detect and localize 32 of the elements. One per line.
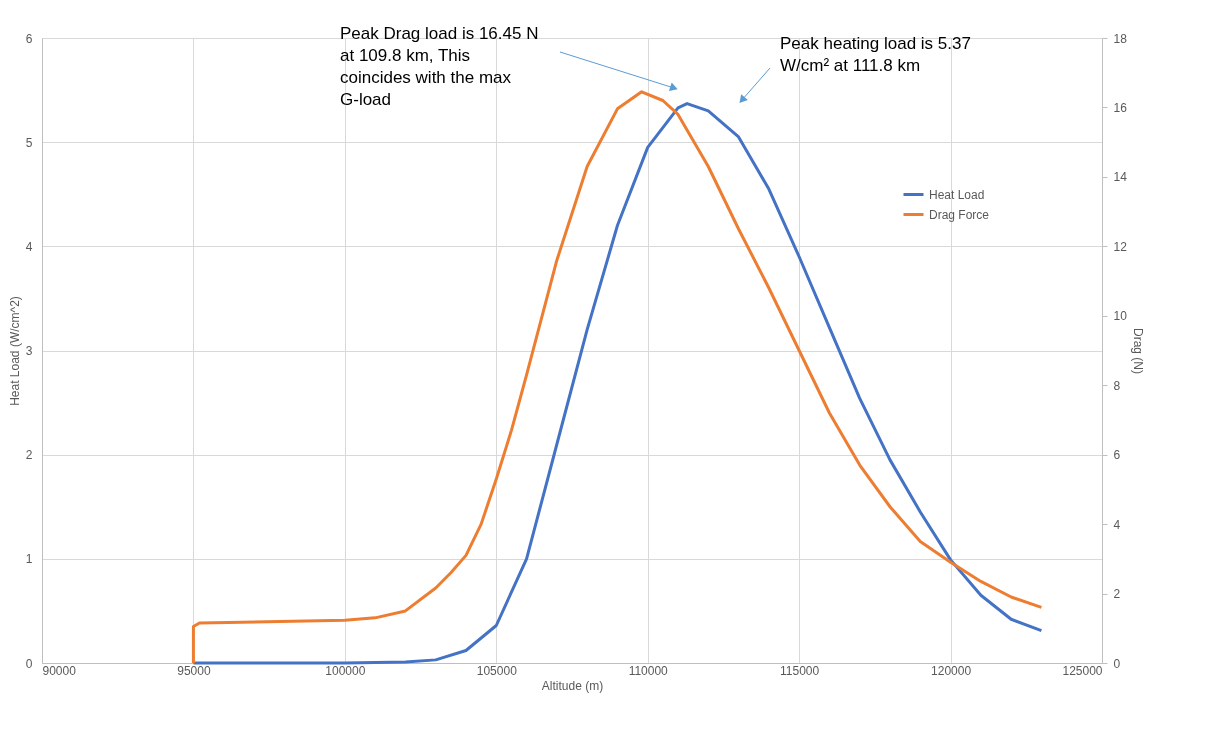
annotation: Peak Drag load is 16.45 N at 109.8 km, This coincides with the max G-load: [340, 24, 539, 109]
annotation: Peak heating load is 5.37 W/cm² at 111.8 km: [780, 34, 971, 75]
x-tick-label: 100000: [325, 663, 366, 678]
y2-tick-label: 10: [1113, 309, 1128, 324]
y2-tick-label: 4: [1113, 517, 1121, 532]
legend-label: Heat Load: [929, 187, 985, 202]
x-tick-label: 90000: [42, 663, 77, 678]
y-tick-label: 2: [25, 448, 33, 463]
y2-axis-title: Drag (N): [1130, 327, 1145, 375]
y2-tick-label: 14: [1113, 170, 1128, 185]
y-tick-label: 4: [25, 239, 33, 254]
y2-tick-label: 8: [1113, 378, 1121, 393]
x-tick-label: 125000: [1062, 663, 1103, 678]
y2-tick-label: 12: [1113, 239, 1128, 254]
y-tick-label: 3: [25, 344, 33, 358]
legend-label: Drag Force: [929, 207, 990, 222]
y-tick-label: 0: [25, 656, 33, 671]
y-tick-label: 1: [25, 552, 33, 567]
y-axis-title: Heat Load (W/cm^2): [7, 296, 22, 406]
x-tick-label: 110000: [628, 663, 669, 678]
y2-tick-label: 16: [1113, 100, 1128, 115]
x-tick-label: 95000: [177, 663, 211, 678]
x-tick-label: 105000: [476, 663, 518, 678]
x-axis-title: Altitude (m): [541, 678, 604, 693]
x-tick-label: 115000: [780, 663, 820, 678]
y2-tick-label: 0: [1113, 656, 1121, 671]
y2-tick-label: 6: [1113, 448, 1121, 463]
y2-tick-label: 18: [1113, 31, 1128, 46]
y2-tick-label: 2: [1113, 587, 1121, 602]
x-tick-label: 120000: [931, 663, 972, 678]
y-tick-label: 5: [25, 135, 33, 150]
y-tick-label: 6: [25, 31, 33, 46]
